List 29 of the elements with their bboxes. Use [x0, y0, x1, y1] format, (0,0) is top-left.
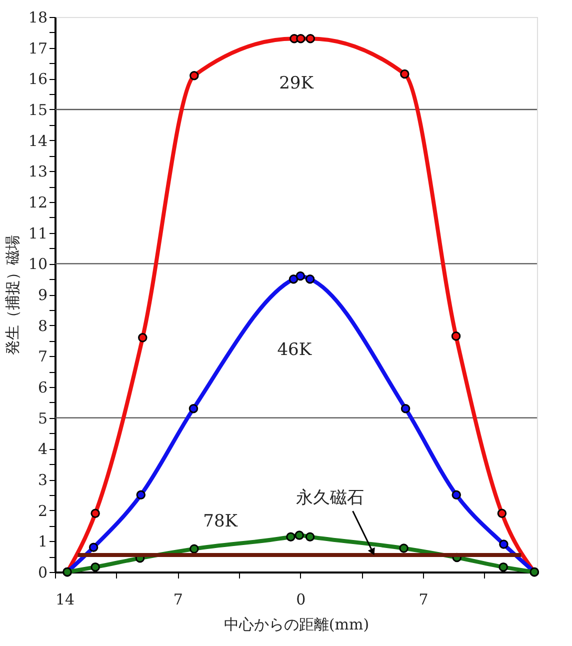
y-tick-label: 14 [28, 132, 48, 150]
y-tick-label: 12 [28, 194, 48, 212]
y-tick-label: 8 [38, 316, 48, 335]
y-tick-label: 16 [28, 70, 48, 88]
y-tick-label: 10 [28, 255, 48, 274]
y-tick-label: 7 [38, 348, 48, 366]
y-tick-label: 9 [38, 286, 48, 304]
x-tick-label: 7 [418, 590, 428, 608]
x-axis-title: 中心からの距離(mm) [224, 616, 370, 634]
y-tick-label: 4 [38, 440, 48, 458]
series-label: 29K [279, 74, 314, 94]
y-tick-label: 6 [38, 378, 48, 396]
series-label: 46K [277, 340, 312, 360]
y-tick-label: 18 [28, 8, 48, 26]
y-tick-label: 11 [28, 224, 48, 242]
y-tick-label: 1 [38, 532, 48, 551]
x-tick-label: 7 [173, 590, 183, 608]
y-tick-label: 15 [28, 101, 48, 119]
series-label: 78K [203, 511, 238, 532]
y-tick-label: 17 [28, 39, 48, 58]
y-axis-title: 発生（捕捉）磁場 [3, 235, 22, 355]
x-tick-label: 14 [56, 590, 75, 608]
y-tick-label: 3 [38, 471, 48, 489]
x-tick-label: 0 [296, 590, 306, 608]
y-tick-label: 2 [38, 502, 48, 520]
y-tick-label: 5 [38, 409, 48, 428]
y-tick-label: 0 [38, 564, 48, 582]
text: 永久磁石 [296, 488, 364, 508]
y-tick-label: 13 [28, 162, 48, 181]
